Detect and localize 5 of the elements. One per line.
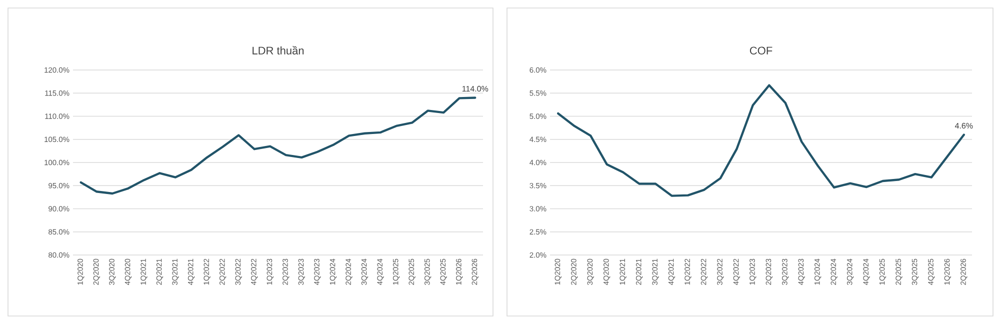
annotation: 114.0% (462, 86, 488, 92)
annotation: 4.6% (954, 122, 973, 129)
chart-title: COF (750, 46, 772, 54)
chart-title: LDR thuần (252, 46, 304, 54)
line-series (80, 96, 476, 195)
